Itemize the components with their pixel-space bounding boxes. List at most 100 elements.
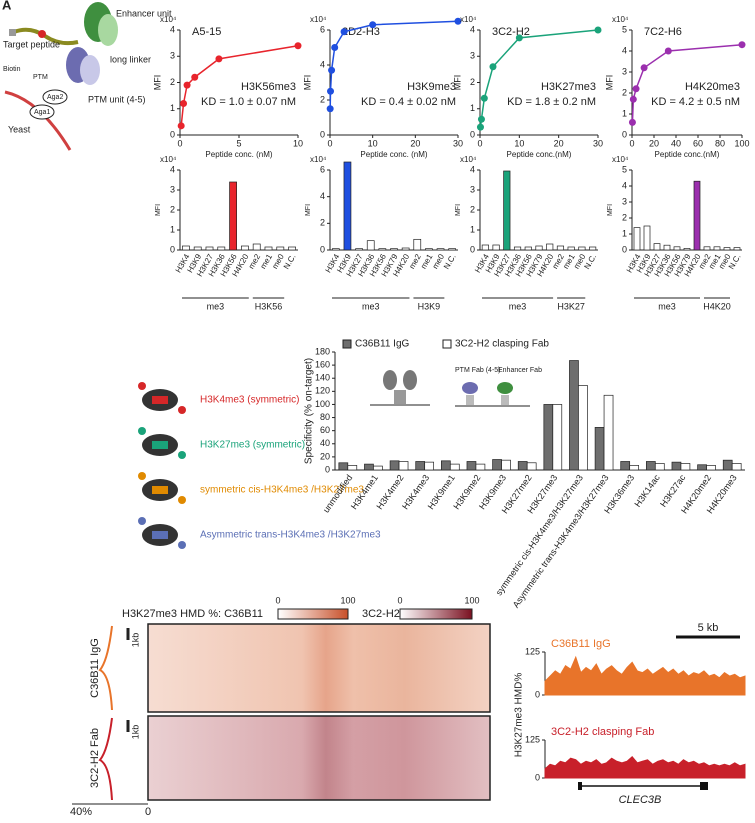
y-tick-label: 2 bbox=[320, 94, 325, 104]
point bbox=[489, 63, 497, 71]
bar bbox=[680, 463, 691, 471]
ptm-dot bbox=[138, 382, 146, 390]
point bbox=[340, 28, 348, 36]
row-label: 3C2-H2 Fab bbox=[89, 728, 101, 788]
y-tick-label: 160 bbox=[315, 359, 330, 369]
y-tick-label: 1 bbox=[470, 224, 475, 234]
point bbox=[326, 105, 334, 113]
x-tick-label: 20 bbox=[410, 138, 420, 148]
y-tick-label: 125 bbox=[525, 646, 540, 656]
y-tick-label: 0 bbox=[320, 129, 325, 139]
profile-tick: 0 bbox=[145, 806, 151, 818]
annotation: H3K56me3 bbox=[241, 81, 296, 93]
kd-label: KD = 1.8 ± 0.2 nM bbox=[507, 96, 596, 108]
scale-label: 1kb bbox=[130, 725, 140, 740]
bar bbox=[440, 460, 451, 471]
bar bbox=[229, 181, 237, 251]
bar bbox=[535, 245, 543, 251]
y-multiplier: x10⁴ bbox=[160, 15, 177, 24]
bar bbox=[578, 246, 586, 251]
label: Biotin bbox=[3, 66, 21, 73]
bar bbox=[492, 459, 502, 471]
point bbox=[294, 42, 302, 50]
bar bbox=[390, 248, 398, 251]
point bbox=[515, 34, 523, 42]
bar bbox=[355, 248, 363, 251]
y-tick-label: 2 bbox=[320, 218, 325, 228]
point bbox=[738, 41, 746, 49]
bar bbox=[589, 246, 597, 251]
y-tick-label: 40 bbox=[320, 438, 330, 448]
y-multiplier: x10⁴ bbox=[612, 155, 629, 164]
bar bbox=[629, 465, 640, 471]
point bbox=[331, 44, 339, 51]
bar bbox=[654, 463, 665, 471]
bar bbox=[466, 461, 477, 471]
fit-line bbox=[479, 29, 599, 128]
colorbar bbox=[399, 608, 473, 620]
ptm-dot bbox=[178, 406, 186, 414]
colorbar-tick: 100 bbox=[464, 595, 479, 605]
y-tick-label: 5 bbox=[622, 164, 627, 174]
y-multiplier: x10⁴ bbox=[460, 15, 477, 24]
group-label: me3 bbox=[658, 301, 676, 311]
label: Aga1 bbox=[34, 109, 50, 116]
label: Yeast bbox=[8, 124, 31, 134]
y-multiplier: x10⁴ bbox=[160, 155, 177, 164]
point bbox=[215, 55, 223, 63]
y-axis-label: MFI bbox=[155, 204, 162, 216]
bar bbox=[424, 461, 435, 471]
bar bbox=[331, 248, 340, 251]
bar bbox=[663, 244, 671, 251]
label: PTM unit (4-5) bbox=[88, 94, 146, 104]
mark-band bbox=[152, 486, 168, 494]
track-title: 3C2-H2 clasping Fab bbox=[551, 726, 654, 738]
y-tick-label: 2 bbox=[470, 77, 475, 87]
x-tick-label: 100 bbox=[734, 138, 749, 148]
legend-swatch bbox=[342, 339, 352, 349]
y-tick-label: 2 bbox=[470, 204, 475, 214]
bar bbox=[415, 461, 426, 471]
bar bbox=[401, 247, 410, 251]
y-tick-label: 1 bbox=[622, 108, 627, 118]
y-tick-label: 125 bbox=[525, 734, 540, 744]
bar bbox=[449, 463, 460, 471]
bar bbox=[364, 463, 374, 471]
heatmap-panel bbox=[147, 623, 491, 713]
y-tick-label: 80 bbox=[320, 412, 330, 422]
bar bbox=[276, 246, 285, 251]
point bbox=[594, 26, 602, 34]
annotation: H3K27me3 bbox=[541, 81, 596, 93]
y-tick-label: 2 bbox=[622, 212, 627, 222]
ptm-shape bbox=[38, 30, 46, 38]
bar bbox=[633, 227, 641, 251]
enhancer-shape bbox=[98, 14, 118, 46]
y-tick-label: 4 bbox=[320, 191, 325, 201]
heatmap: H3K27me3 HMD %: C36B11 0 100 3C2-H2 0 10… bbox=[70, 595, 491, 818]
y-axis-label: MFI bbox=[302, 75, 312, 91]
y-tick-label: 6 bbox=[320, 24, 325, 34]
bar bbox=[252, 243, 261, 251]
annotation: H4K20me3 bbox=[685, 81, 740, 93]
x-axis-label: Peptide conc. (nM) bbox=[205, 150, 272, 159]
kd-label: KD = 1.0 ± 0.07 nM bbox=[201, 96, 296, 108]
y-axis-label: H3K27me3 HMD% bbox=[514, 673, 525, 758]
y-tick-label: 1 bbox=[170, 103, 175, 113]
point bbox=[632, 85, 640, 93]
label: long linker bbox=[110, 54, 151, 64]
y-tick-label: 0 bbox=[535, 772, 540, 782]
x-tick-label: N.C. bbox=[282, 253, 298, 271]
point bbox=[328, 66, 336, 74]
group-label: H3K27 bbox=[557, 301, 585, 311]
panel-label: A bbox=[2, 0, 12, 12]
ptm-dot bbox=[178, 451, 186, 459]
ptm-dot bbox=[138, 472, 146, 480]
bar bbox=[501, 459, 511, 471]
bar bbox=[448, 248, 457, 251]
y-tick-label: 0 bbox=[170, 129, 175, 139]
legend-label: C36B11 IgG bbox=[355, 339, 410, 350]
bar bbox=[543, 404, 554, 471]
y-axis-label: MFI bbox=[607, 204, 614, 216]
schematic: A Target peptide Biotin PTM Aga2 Aga1 Ye… bbox=[2, 0, 172, 151]
bar bbox=[594, 427, 605, 471]
